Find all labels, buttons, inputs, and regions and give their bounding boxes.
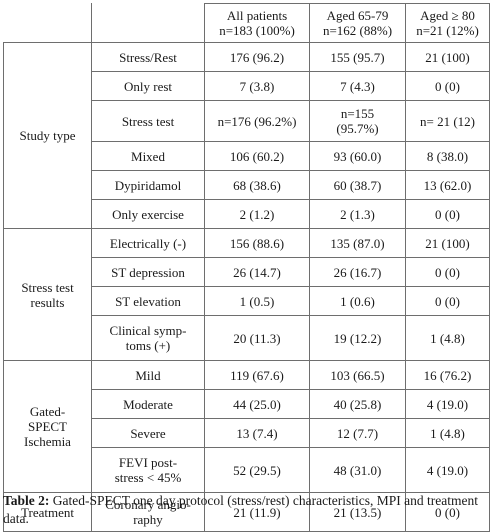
row-label: Mixed [91, 141, 205, 171]
table-row: ST elevation 1 (0.5) 1 (0.6) 0 (0) [4, 286, 490, 316]
cell-aged-80: 0 (0) [405, 286, 490, 316]
cell-aged-65-79: 93 (60.0) [309, 141, 406, 171]
header-aged-65-79: Aged 65-79 n=162 (88%) [309, 3, 406, 43]
table-row: Only rest 7 (3.8) 7 (4.3) 0 (0) [4, 71, 490, 101]
cell-aged-65-79: 12 (7.7) [309, 418, 406, 448]
cell-aged-65-79: 7 (4.3) [309, 71, 406, 101]
cell-all-patients: 52 (29.5) [204, 447, 310, 493]
cell-aged-80: 21 (100) [405, 228, 490, 258]
cell-aged-65-79: 135 (87.0) [309, 228, 406, 258]
cell-aged-65-79: 1 (0.6) [309, 286, 406, 316]
cell-aged-80: 4 (19.0) [405, 447, 490, 493]
row-label: Mild [91, 360, 205, 390]
caption-label: Table 2: [3, 493, 50, 508]
row-label: Electrically (-) [91, 228, 205, 258]
table-container: All patients n=183 (100%) Aged 65-79 n=1… [3, 3, 490, 532]
row-label: Coronary angio- raphy [91, 492, 205, 532]
row-label: ST depression [91, 257, 205, 287]
cell-aged-80: 21 (100) [405, 42, 490, 72]
cell-aged-65-79: 19 (12.2) [309, 315, 406, 361]
cell-aged-65-79: 103 (66.5) [309, 360, 406, 390]
row-label: Stress test [91, 100, 205, 142]
group-study-type-label: Study type [3, 42, 92, 229]
cell-aged-80: 1 (4.8) [405, 418, 490, 448]
row-label: ST elevation [91, 286, 205, 316]
cell-aged-80: 0 (0) [405, 199, 490, 229]
cell-aged-65-79: 40 (25.8) [309, 389, 406, 419]
cell-aged-80: n= 21 (12) [405, 100, 490, 142]
cell-aged-65-79: n=155 (95.7%) [309, 100, 406, 142]
cell-all-patients: 2 (1.2) [204, 199, 310, 229]
cell-all-patients: 20 (11.3) [204, 315, 310, 361]
row-label: Only rest [91, 71, 205, 101]
row-label: Moderate [91, 389, 205, 419]
group-stress-test-results-label: Stress test results [3, 228, 92, 361]
row-label: FEVI post- stress < 45% [91, 447, 205, 493]
table-row: ST depression 26 (14.7) 26 (16.7) 0 (0) [4, 257, 490, 287]
cell-aged-80: 0 (0) [405, 71, 490, 101]
cell-aged-80: 13 (62.0) [405, 170, 490, 200]
characteristics-table: All patients n=183 (100%) Aged 65-79 n=1… [3, 3, 490, 532]
cell-aged-65-79: 155 (95.7) [309, 42, 406, 72]
header-empty-cell [3, 3, 92, 43]
cell-aged-65-79: 48 (31.0) [309, 447, 406, 493]
table-header-row: All patients n=183 (100%) Aged 65-79 n=1… [3, 3, 490, 43]
cell-all-patients: 119 (67.6) [204, 360, 310, 390]
cell-aged-80: 4 (19.0) [405, 389, 490, 419]
table-row: Study type Stress/Rest 176 (96.2) 155 (95.7… [3, 42, 490, 229]
cell-all-patients: 1 (0.5) [204, 286, 310, 316]
cell-aged-80: 16 (76.2) [405, 360, 490, 390]
cell-all-patients: 7 (3.8) [204, 71, 310, 101]
table-row: Stress test results Electrically (-) 156 (… [3, 228, 490, 361]
row-label: Stress/Rest [91, 42, 205, 72]
group-treatment-label: Treatment [3, 492, 92, 532]
row-label: Clinical symp- toms (+) [91, 315, 205, 361]
cell-all-patients: 44 (25.0) [204, 389, 310, 419]
cell-aged-80: 8 (38.0) [405, 141, 490, 171]
cell-all-patients: 156 (88.6) [204, 228, 310, 258]
cell-aged-80: 0 (0) [405, 492, 490, 532]
cell-all-patients: 106 (60.2) [204, 141, 310, 171]
cell-all-patients: 68 (38.6) [204, 170, 310, 200]
cell-all-patients: 26 (14.7) [204, 257, 310, 287]
table-row: Only exercise 2 (1.2) 2 (1.3) 0 (0) [4, 199, 490, 229]
cell-aged-65-79: 26 (16.7) [309, 257, 406, 287]
cell-aged-65-79: 2 (1.3) [309, 199, 406, 229]
row-label: Severe [91, 418, 205, 448]
group-gated-spect-ischemia-label: Gated- SPECT Ischemia [3, 360, 92, 493]
row-label: Only exercise [91, 199, 205, 229]
cell-aged-65-79: 60 (38.7) [309, 170, 406, 200]
table-row: Gated- SPECT Ischemia Mild 119 (67.6) 103 (… [3, 360, 490, 493]
table-row: FEVI post- stress < 45% 52 (29.5) 48 (31.0… [4, 447, 490, 493]
header-aged-80: Aged ≥ 80 n=21 (12%) [405, 3, 490, 43]
cell-all-patients: 176 (96.2) [204, 42, 310, 72]
header-all-patients: All patients n=183 (100%) [204, 3, 310, 43]
row-label: Dypiridamol [91, 170, 205, 200]
table-row: Stress test n=176 (96.2%) n=155 (95.7%) n= … [4, 100, 490, 142]
cell-all-patients: n=176 (96.2%) [204, 100, 310, 142]
header-empty-cell [91, 3, 205, 43]
cell-aged-80: 1 (4.8) [405, 315, 490, 361]
cell-all-patients: 13 (7.4) [204, 418, 310, 448]
caption-text: Gated-SPECT one day protocol (stress/res… [3, 493, 479, 526]
cell-aged-80: 0 (0) [405, 257, 490, 287]
table-row: Mixed 106 (60.2) 93 (60.0) 8 (38.0) [4, 141, 490, 171]
table-caption: Table 2: Gated-SPECT one day protocol (s… [3, 492, 489, 528]
table-row: Clinical symp- toms (+) 20 (11.3) 19 (12.2… [4, 315, 490, 361]
